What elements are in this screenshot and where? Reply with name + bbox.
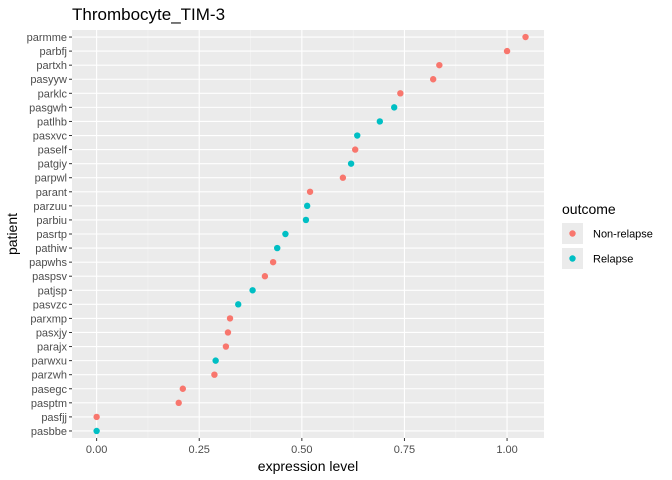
y-tick-label: parpwl — [35, 173, 67, 185]
data-point — [222, 343, 230, 350]
y-tick-label: parmme — [27, 32, 67, 44]
data-point — [436, 61, 443, 69]
data-point — [390, 104, 398, 111]
x-tick-label: 0.50 — [291, 444, 312, 456]
data-point — [226, 315, 234, 322]
data-point — [429, 76, 437, 83]
data-point — [354, 132, 361, 139]
y-tick-label: pasxvc — [33, 131, 68, 143]
y-tick-label: parzwh — [32, 370, 67, 382]
y-tick-label: parklc — [38, 88, 68, 100]
y-tick-label: parxmp — [30, 313, 67, 325]
y-tick-label: parant — [36, 187, 67, 199]
y-tick-label: parajx — [37, 342, 67, 354]
x-tick-label: 0.25 — [189, 444, 210, 456]
x-axis-title: expression level — [258, 458, 358, 474]
y-tick-label: patgiy — [38, 159, 68, 171]
data-point — [212, 357, 219, 364]
y-tick-label: parbiu — [36, 215, 67, 227]
data-point — [306, 188, 314, 195]
data-point — [261, 273, 269, 280]
data-point — [274, 244, 281, 252]
legend-entries: Non-relapse Relapse — [562, 223, 653, 269]
x-axis-ticks: 0.00 0.25 0.50 0.75 1.00 — [86, 438, 518, 456]
y-tick-label: pasgwh — [29, 102, 67, 114]
data-point — [179, 385, 187, 392]
data-point — [376, 118, 384, 125]
y-tick-label: pasptm — [31, 398, 67, 410]
legend-swatch — [569, 255, 576, 262]
legend: outcome Non-relapse Relapse — [562, 201, 653, 269]
legend-label: Non-relapse — [593, 229, 653, 241]
data-point — [269, 258, 277, 266]
data-point — [93, 427, 100, 435]
data-point — [522, 33, 529, 41]
data-point — [347, 160, 355, 167]
data-point — [302, 216, 310, 224]
y-tick-label: patjsp — [38, 285, 67, 297]
data-point — [303, 202, 311, 210]
y-tick-label: pasyyw — [30, 74, 67, 86]
y-tick-label: pasxjy — [36, 327, 68, 339]
data-point — [211, 371, 218, 378]
data-point — [503, 47, 511, 55]
chart-title: Thrombocyte_TIM-3 — [72, 5, 225, 24]
x-tick-label: 1.00 — [496, 444, 517, 456]
y-axis-title: patient — [4, 213, 20, 255]
data-points — [93, 33, 529, 435]
y-tick-label: partxh — [36, 60, 67, 72]
y-tick-label: parwxu — [32, 356, 67, 368]
y-tick-label: paspsv — [32, 271, 67, 283]
legend-label: Relapse — [593, 254, 633, 266]
y-tick-label: parzuu — [33, 201, 67, 213]
y-axis-ticks: parmme parbfj partxh pasyyw parklc pasgwh patl… — [27, 32, 72, 438]
data-point — [282, 230, 289, 238]
y-tick-label: pasfjj — [41, 412, 67, 424]
legend-swatch — [569, 230, 576, 237]
data-point — [224, 329, 232, 336]
y-tick-label: pathiw — [35, 243, 67, 255]
y-tick-label: pasegc — [32, 384, 68, 396]
data-point — [175, 399, 182, 407]
data-point — [397, 90, 404, 97]
data-point — [235, 301, 242, 308]
data-point — [339, 174, 347, 181]
x-tick-label: 0.00 — [86, 444, 107, 456]
y-tick-label: paself — [38, 145, 68, 157]
y-tick-label: pasrtp — [36, 229, 67, 241]
data-point — [352, 146, 359, 153]
y-tick-label: pasvzc — [33, 299, 68, 311]
y-tick-label: pasbbe — [31, 426, 67, 438]
legend-title: outcome — [562, 201, 616, 217]
y-tick-label: patlhb — [37, 116, 67, 128]
x-tick-label: 0.75 — [394, 444, 415, 456]
data-point — [249, 287, 256, 294]
y-tick-label: papwhs — [29, 257, 67, 269]
data-point — [93, 413, 100, 421]
y-tick-label: parbfj — [39, 46, 67, 58]
